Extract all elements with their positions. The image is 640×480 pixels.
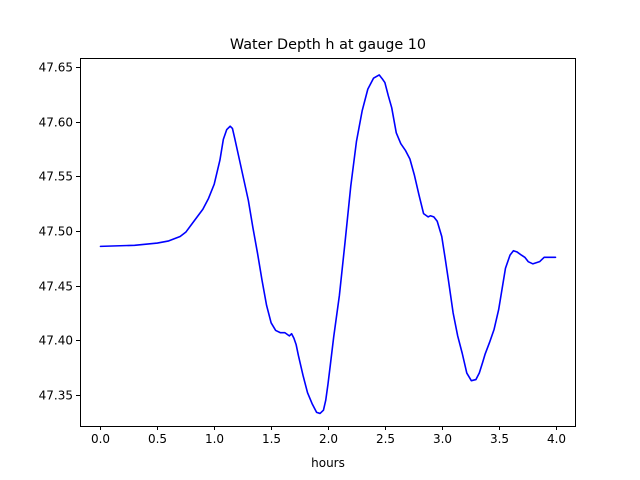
plot-area bbox=[99, 74, 557, 415]
y-tick-label: 47.40 bbox=[39, 334, 73, 348]
x-tick-label: 3.0 bbox=[433, 432, 452, 446]
x-tick-label: 2.5 bbox=[376, 432, 395, 446]
x-tick-label: 4.0 bbox=[547, 432, 566, 446]
x-axis: 0.0 0.5 1.0 1.5 2.0 2.5 3.0 3.5 4.0 bbox=[91, 426, 566, 446]
y-tick-label: 47.55 bbox=[39, 170, 73, 184]
y-tick-label: 47.60 bbox=[39, 116, 73, 130]
x-tick-label: 1.5 bbox=[262, 432, 281, 446]
y-tick-label: 47.35 bbox=[39, 389, 73, 403]
y-tick-label: 47.50 bbox=[39, 225, 73, 239]
x-tick-label: 0.0 bbox=[91, 432, 110, 446]
x-tick-label: 0.5 bbox=[148, 432, 167, 446]
chart-title: Water Depth h at gauge 10 bbox=[230, 37, 426, 53]
y-tick-label: 47.45 bbox=[39, 280, 73, 294]
y-axis: 47.35 47.40 47.45 47.50 47.55 47.60 47.65 bbox=[39, 61, 80, 403]
series-line-0 bbox=[99, 74, 557, 415]
y-tick-label: 47.65 bbox=[39, 61, 73, 75]
x-axis-label: hours bbox=[311, 456, 345, 470]
x-tick-label: 1.0 bbox=[205, 432, 224, 446]
x-tick-label: 2.0 bbox=[319, 432, 338, 446]
axes-frame bbox=[80, 58, 576, 427]
x-tick-label: 3.5 bbox=[490, 432, 509, 446]
